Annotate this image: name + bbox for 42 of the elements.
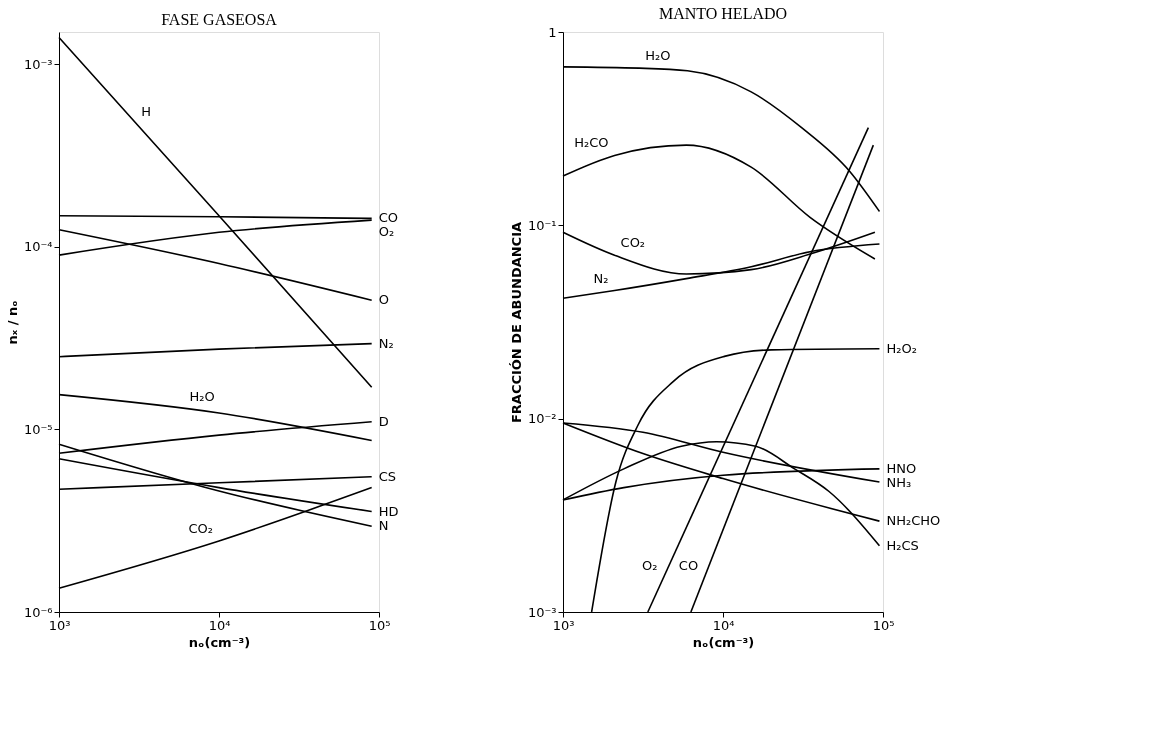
chart-title: MANTO HELADO [658, 5, 788, 22]
annotation: H₂CO [574, 135, 609, 151]
series-label: NH₂CHO [886, 513, 941, 529]
x-axis-title: nₒ(cm⁻³) [188, 634, 251, 650]
series-label: O₂ [378, 224, 395, 240]
series-label: H₂O₂ [886, 340, 917, 356]
x-tick-label: 10³ [48, 617, 71, 633]
y-tick-label: 10⁻⁶ [23, 604, 53, 620]
series-label: N₂ [378, 335, 394, 351]
x-tick-label: 10⁵ [368, 617, 391, 633]
annotation: CO₂ [188, 520, 213, 536]
series-label: NH₃ [886, 474, 912, 490]
y-tick-label: 10⁻³ [527, 604, 557, 620]
x-tick-label: 10⁴ [712, 617, 735, 633]
y-tick-label: 10⁻² [527, 411, 557, 427]
annotation: N₂ [593, 270, 609, 286]
series-label: N [378, 518, 389, 534]
series-label: H₂CS [886, 537, 919, 553]
y-axis-title: nₓ / nₒ [4, 300, 20, 345]
chart-title: FASE GASEOSA [161, 11, 278, 28]
y-tick-label: 10⁻¹ [527, 217, 557, 233]
series-label: D [378, 413, 389, 429]
series-label: CO [378, 210, 398, 226]
annotation: H₂O [645, 48, 671, 64]
annotation: H₂O [189, 389, 215, 405]
annotation: O₂ [641, 557, 658, 573]
x-axis-title: nₒ(cm⁻³) [692, 634, 755, 650]
series-label: HNO [886, 460, 917, 476]
series-label: CS [378, 468, 397, 484]
y-tick-label: 10⁻⁴ [23, 239, 53, 255]
series-label: HD [378, 503, 399, 519]
annotation: CO [678, 557, 699, 573]
annotation: H [141, 104, 152, 120]
annotation: CO₂ [620, 235, 646, 251]
y-axis-title: FRACCIÓN DE ABUNDANCIA [508, 221, 524, 424]
y-tick-label: 10⁻³ [23, 56, 53, 72]
x-tick-label: 10³ [552, 617, 575, 633]
y-tick-label: 1 [548, 24, 557, 40]
x-tick-label: 10⁴ [208, 617, 231, 633]
series-label: O [378, 292, 389, 308]
y-tick-label: 10⁻⁵ [23, 421, 53, 437]
x-tick-label: 10⁵ [872, 617, 895, 633]
